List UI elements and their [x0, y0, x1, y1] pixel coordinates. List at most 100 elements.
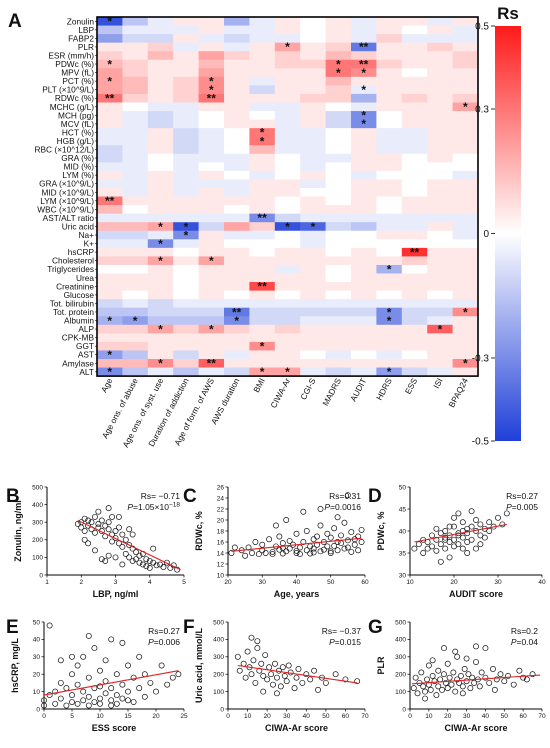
- data-point: [420, 683, 427, 690]
- data-point: [269, 548, 276, 555]
- data-point: [410, 685, 417, 692]
- heatmap-cell: [351, 273, 377, 283]
- heatmap-cell: [173, 42, 199, 52]
- heatmap-cell: [351, 239, 377, 249]
- data-point: [254, 638, 261, 645]
- heatmap-cell: [147, 68, 174, 78]
- data-point: [57, 695, 64, 702]
- data-point: [85, 702, 92, 709]
- heatmap-cell: [97, 111, 123, 120]
- data-point: [437, 558, 444, 565]
- heatmap-cell: [224, 128, 250, 138]
- data-point: [109, 513, 116, 520]
- heatmap-cell: [198, 307, 225, 317]
- y-tick-label: 0: [36, 706, 40, 713]
- data-point: [358, 539, 365, 545]
- heatmap-cell: [325, 85, 352, 95]
- heatmap-cell: [147, 85, 174, 95]
- heatmap-cell: [376, 247, 403, 257]
- heatmap-cell: [274, 290, 301, 300]
- heatmap-cell: [401, 299, 428, 309]
- data-point: [293, 674, 300, 681]
- heatmap-cell: [376, 222, 403, 232]
- heatmap-cell: [122, 153, 149, 163]
- significance-mark: *: [158, 220, 163, 234]
- heatmap-cell: [300, 17, 326, 26]
- data-point: [476, 683, 483, 690]
- heatmap-cell: [325, 316, 352, 326]
- heatmap-cell: [452, 145, 479, 155]
- data-point: [276, 546, 283, 553]
- heatmap-cell: [274, 247, 301, 257]
- heatmap-cell: [122, 136, 149, 146]
- significance-mark: *: [107, 314, 112, 328]
- heatmap-cell: [427, 290, 453, 300]
- heatmap-cell: [401, 76, 428, 86]
- x-tick-label: 5: [182, 579, 186, 586]
- heatmap-cell: [274, 170, 301, 180]
- p-symbol: P: [511, 637, 517, 647]
- heatmap-cell: [147, 333, 174, 343]
- heatmap-cell: [401, 205, 428, 215]
- data-point: [468, 536, 475, 543]
- x-tick-label: 10: [406, 579, 414, 586]
- data-point: [520, 674, 527, 681]
- heatmap-cell: [147, 324, 174, 334]
- rs-annotation: Rs=0.2: [511, 626, 538, 636]
- data-point: [431, 678, 438, 685]
- row-label: Tot. protein: [53, 307, 94, 317]
- heatmap-cell: [427, 230, 453, 240]
- heatmap-cell: [401, 128, 428, 138]
- row-label: MCHC (g/L): [50, 102, 94, 112]
- heatmap-cell: [325, 256, 352, 266]
- heatmap-cell: [224, 93, 250, 103]
- heatmap-cell: [401, 85, 428, 95]
- colorbar-tick-label: 0.5: [475, 22, 489, 33]
- trend-line: [411, 674, 541, 685]
- heatmap-cell: [300, 247, 326, 257]
- heatmap-cell: [351, 145, 377, 155]
- heatmap-cell: [427, 59, 453, 69]
- heatmap-cell: [274, 42, 301, 52]
- heatmap-cell: [147, 42, 174, 52]
- data-point: [439, 686, 446, 693]
- heatmap-cell: [147, 256, 174, 266]
- heatmap-cell: [376, 282, 403, 291]
- heatmap-cell: [97, 341, 123, 351]
- data-point: [429, 543, 435, 550]
- data-point: [473, 643, 479, 650]
- heatmap-cell: [147, 367, 174, 377]
- data-point: [311, 667, 318, 674]
- significance-mark: *: [133, 314, 138, 328]
- heatmap-cell: [300, 59, 326, 69]
- data-point: [482, 645, 489, 652]
- data-point: [344, 492, 351, 499]
- heatmap-cell: [401, 239, 428, 249]
- heatmap-cell: [147, 93, 174, 103]
- heatmap-cell: [198, 25, 225, 35]
- heatmap-cell: [198, 367, 225, 377]
- heatmap-cell: [122, 350, 149, 360]
- data-point: [126, 554, 133, 561]
- heatmap-cell: [173, 247, 199, 257]
- heatmap-cell: [325, 59, 352, 69]
- x-axis-label: LBP, ng/ml: [93, 589, 139, 599]
- data-point: [143, 563, 150, 570]
- heatmap-cell: [122, 341, 149, 351]
- panel-letter-a: A: [8, 11, 22, 32]
- heatmap-cell: [452, 299, 479, 309]
- p-value: =0.04: [516, 637, 538, 647]
- heatmap-cell: [452, 17, 479, 26]
- data-point: [279, 664, 286, 671]
- heatmap-cell: [427, 196, 453, 206]
- column-label: ISI: [431, 376, 445, 390]
- heatmap-cell: [122, 34, 149, 44]
- heatmap-cell: [274, 179, 301, 189]
- data-point: [455, 510, 462, 517]
- data-point: [102, 678, 109, 685]
- data-point: [259, 541, 266, 548]
- heatmap-frame: [96, 16, 479, 377]
- heatmap-cell: [325, 222, 352, 232]
- heatmap-cell: [249, 85, 276, 95]
- heatmap-cell: [249, 153, 276, 163]
